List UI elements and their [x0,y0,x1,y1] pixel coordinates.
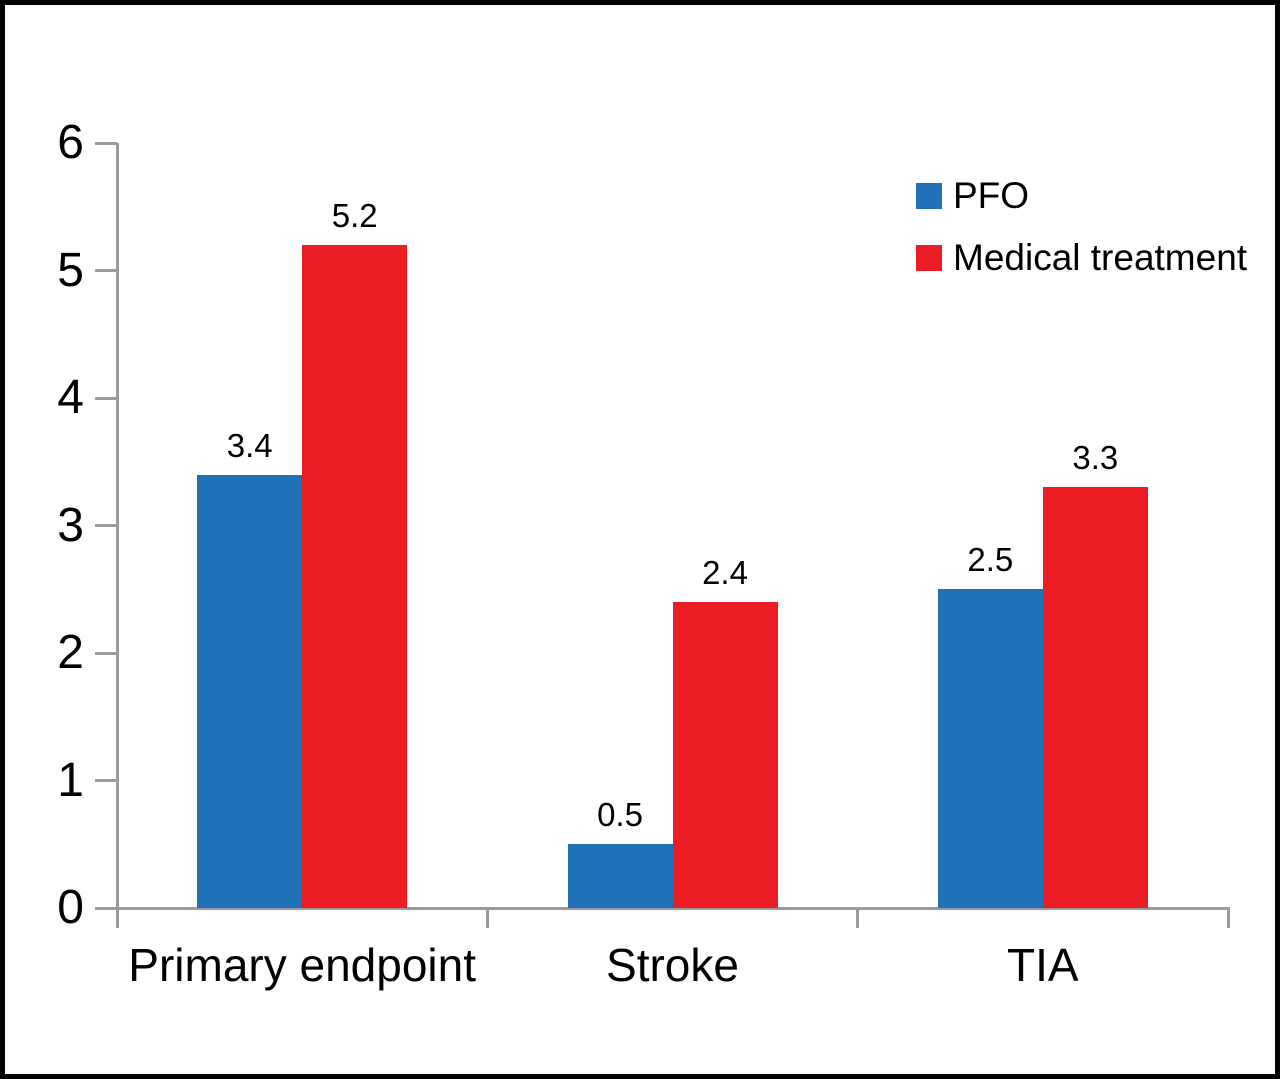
x-tick-0 [115,908,119,928]
y-tick-label-0: 0 [57,881,84,934]
legend-item-medical-treatment: Medical treatment [916,227,1247,289]
legend: PFO Medical treatment [916,165,1247,289]
bar-medical-treatment-tia [1042,487,1148,908]
legend-item-pfo: PFO [916,165,1247,227]
x-axis-line [115,906,1230,910]
y-tick-0 [95,906,117,910]
y-tick-4 [95,396,117,400]
x-tick-1 [485,908,489,928]
legend-label-medical-treatment: Medical treatment [953,237,1248,278]
y-tick-label-5: 5 [57,243,84,297]
value-label-medical-treatment-stroke: 2.4 [702,554,748,591]
y-tick-1 [95,779,117,782]
y-tick-label-3: 3 [57,498,84,552]
y-tick-2 [95,651,117,655]
bar-medical-treatment-primary-endpoint [302,245,408,908]
y-tick-3 [95,524,117,527]
legend-swatch-medical-treatment [916,245,942,271]
value-label-pfo-tia: 2.5 [967,541,1014,579]
legend-label-pfo: PFO [953,175,1030,216]
category-label-stroke: Stroke [606,939,739,991]
value-label-medical-treatment-tia: 3.3 [1072,439,1119,477]
bar-pfo-stroke [567,844,673,908]
y-axis-line [115,143,119,908]
bar-pfo-primary-endpoint [197,474,303,908]
bar-pfo-tia [937,589,1043,908]
y-tick-label-2: 2 [57,626,84,679]
y-tick-label-4: 4 [57,371,84,424]
y-tick-5 [95,269,117,272]
value-label-pfo-primary-endpoint: 3.4 [226,426,273,464]
value-label-medical-treatment-primary-endpoint: 5.2 [331,197,378,234]
y-tick-label-1: 1 [57,753,84,807]
x-tick-3 [1226,908,1230,928]
y-tick-6 [95,141,117,145]
y-tick-label-6: 6 [57,116,84,169]
bar-medical-treatment-stroke [672,602,778,908]
value-label-pfo-stroke: 0.5 [597,796,643,834]
category-label-tia: TIA [1007,939,1079,991]
legend-swatch-pfo [916,183,942,209]
x-tick-2 [856,908,860,928]
category-label-primary-endpoint: Primary endpoint [128,939,477,991]
